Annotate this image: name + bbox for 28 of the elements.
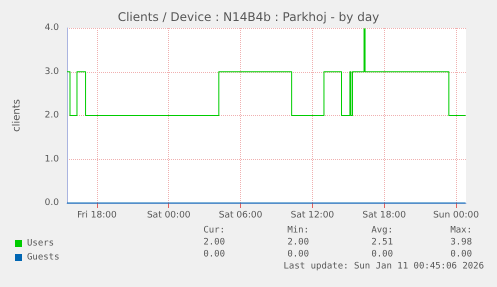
x-tick-label: Sat 12:00 bbox=[290, 210, 334, 220]
text: 2.00 bbox=[203, 238, 225, 248]
x-tick-label: Sat 00:00 bbox=[146, 210, 191, 220]
x-tick-label: Sat 18:00 bbox=[362, 210, 406, 220]
y-axis-title: clients bbox=[12, 99, 22, 132]
x-tick-label: Sun 00:00 bbox=[433, 210, 480, 220]
legend-label: Guests bbox=[27, 252, 60, 262]
text: Cur: bbox=[203, 226, 225, 236]
text: 3.98 bbox=[450, 238, 472, 248]
y-tick-label: 3.0 bbox=[44, 66, 60, 77]
x-tick-label: Fri 18:00 bbox=[77, 210, 117, 220]
x-tick-label: Sat 06:00 bbox=[218, 210, 263, 220]
y-tick-label: 4.0 bbox=[44, 23, 60, 33]
text: Min: bbox=[287, 226, 309, 236]
text: Max: bbox=[450, 226, 472, 236]
text: 0.00 bbox=[287, 250, 309, 260]
y-tick-label: 1.0 bbox=[44, 154, 60, 164]
text: Last update: Sun Jan 11 00:45:06 2026 bbox=[284, 262, 484, 272]
text: 0.00 bbox=[450, 250, 472, 260]
text: 2.51 bbox=[371, 238, 393, 248]
chart-title: Clients / Device : N14B4b : Parkhoj - by day bbox=[118, 10, 380, 24]
text: Avg: bbox=[371, 226, 393, 236]
text: 0.00 bbox=[203, 250, 225, 260]
y-tick-label: 2.0 bbox=[44, 110, 60, 120]
text: 0.00 bbox=[371, 250, 393, 260]
y-tick-label: 0.0 bbox=[44, 198, 60, 208]
text: 2.00 bbox=[287, 238, 309, 248]
legend-label: Users bbox=[27, 238, 54, 248]
